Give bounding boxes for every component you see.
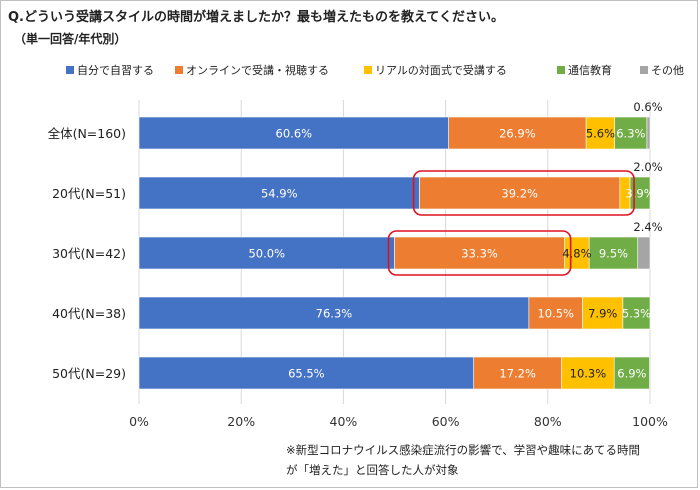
data-label: 5.3% xyxy=(622,307,651,321)
category-label: 30代(N=42) xyxy=(52,246,126,261)
data-label: 60.6% xyxy=(276,127,313,141)
legend-label: 自分で自習する xyxy=(77,64,154,77)
x-tick-label: 0% xyxy=(129,414,149,429)
bar-segment xyxy=(622,296,651,330)
footnote-line-1: ※新型コロナウイルス感染症流行の影響で、学習や趣味にあてる時間 xyxy=(286,443,640,457)
category-label: 全体(N=160) xyxy=(48,126,126,141)
bar-segment xyxy=(138,236,395,270)
data-label: 7.9% xyxy=(588,307,617,321)
data-label: 6.9% xyxy=(617,367,646,381)
data-label: 65.5% xyxy=(288,367,325,381)
x-tick-label: 20% xyxy=(227,414,255,429)
legend-label: オンラインで受講・視聴する xyxy=(186,63,329,77)
data-label: 54.9% xyxy=(261,187,298,201)
bar-segment xyxy=(613,356,650,390)
footnote: ※新型コロナウイルス感染症流行の影響で、学習や趣味にあてる時間 が「増えた」と回… xyxy=(286,440,696,480)
data-label: 10.5% xyxy=(537,307,574,321)
legend-swatch xyxy=(640,66,648,74)
data-label: 17.2% xyxy=(499,367,536,381)
bar-segment xyxy=(582,296,624,330)
x-tick-label: 60% xyxy=(432,414,460,429)
legend-swatch xyxy=(364,66,372,74)
x-tick-label: 100% xyxy=(632,414,668,429)
data-label: 33.3% xyxy=(461,247,498,261)
legend-swatch xyxy=(175,66,183,74)
category-label: 20代(N=51) xyxy=(52,186,126,201)
data-label: 26.9% xyxy=(499,127,536,141)
highlight-box xyxy=(412,170,635,216)
chart-title: Q.どういう受講スタイルの時間が増えましたか？最も増えたものを教えてください。 xyxy=(8,10,504,25)
legend-label: その他 xyxy=(651,64,684,77)
legend-label: 通信教育 xyxy=(568,63,612,77)
chart-subtitle: （単一回答/年代別） xyxy=(14,32,127,46)
data-label: 3.9% xyxy=(625,187,654,201)
bar-segment xyxy=(138,116,449,150)
bar-segment xyxy=(138,356,475,390)
data-label: 0.6% xyxy=(633,100,662,114)
bar-segment xyxy=(528,296,583,330)
bar-segment xyxy=(637,236,651,270)
data-label: 5.6% xyxy=(586,127,615,141)
bar-segment xyxy=(614,116,648,150)
data-label: 10.3% xyxy=(570,367,607,381)
bar-segment xyxy=(564,236,590,270)
data-label: 39.2% xyxy=(501,187,538,201)
legend-swatch xyxy=(557,66,565,74)
legend-label: リアルの対面式で受講する xyxy=(375,63,507,77)
data-label: 6.3% xyxy=(616,127,645,141)
bar-segment xyxy=(138,296,530,330)
data-label: 76.3% xyxy=(316,307,353,321)
legend-swatch xyxy=(66,66,74,74)
category-label: 50代(N=29) xyxy=(52,366,126,381)
bar-segment xyxy=(419,176,621,210)
data-label: 2.4% xyxy=(633,220,662,234)
bar-segment xyxy=(138,176,420,210)
bar-segment xyxy=(629,176,651,210)
data-label: 4.8% xyxy=(562,247,591,261)
x-tick-label: 40% xyxy=(330,414,358,429)
data-label: 50.0% xyxy=(248,247,285,261)
footnote-line-2: が「増えた」と回答した人が対象 xyxy=(286,463,459,477)
bar-segment xyxy=(448,116,587,150)
bar-segment xyxy=(646,116,651,150)
category-label: 40代(N=38) xyxy=(52,306,126,321)
bar-segment xyxy=(473,356,562,390)
x-tick-label: 80% xyxy=(534,414,562,429)
data-label: 2.0% xyxy=(633,160,662,174)
data-label: 9.5% xyxy=(599,247,628,261)
highlight-box xyxy=(387,230,572,276)
bar-segment xyxy=(561,356,615,390)
bar-segment xyxy=(588,236,639,270)
